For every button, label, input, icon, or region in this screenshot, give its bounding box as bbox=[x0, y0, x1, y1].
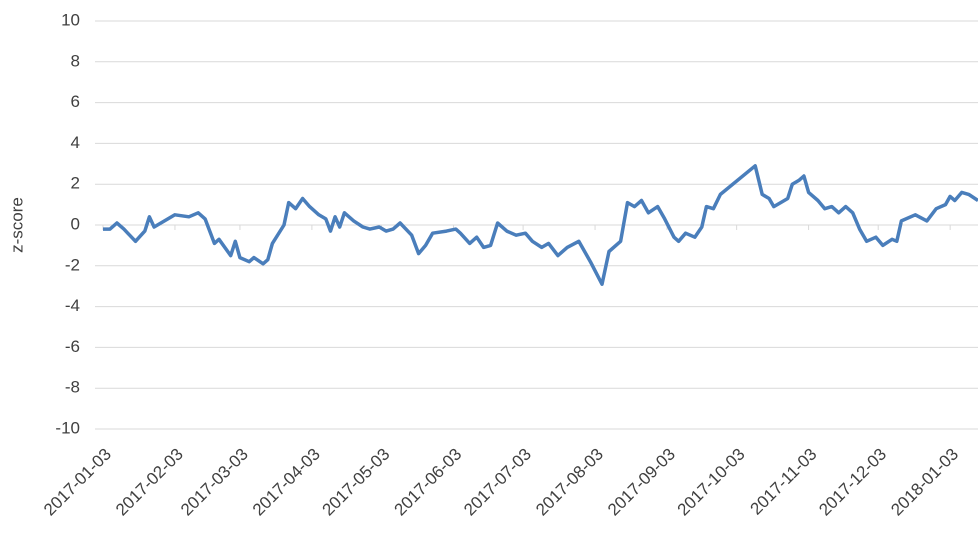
y-tick-label: -10 bbox=[55, 418, 80, 437]
x-tick-label: 2017-04-03 bbox=[249, 445, 324, 520]
x-tick-label: 2017-03-03 bbox=[177, 445, 252, 520]
x-tick-label: 2017-12-03 bbox=[815, 445, 890, 520]
y-tick-label: -8 bbox=[65, 378, 80, 397]
y-tick-label: 0 bbox=[71, 214, 80, 233]
y-tick-label: 8 bbox=[71, 51, 80, 70]
y-axis-label: z-score bbox=[7, 197, 26, 253]
x-tick-label: 2017-07-03 bbox=[460, 445, 535, 520]
y-tick-label: 2 bbox=[71, 174, 80, 193]
x-tick-label: 2017-06-03 bbox=[391, 445, 466, 520]
x-tick-label: 2017-11-03 bbox=[747, 445, 821, 519]
x-tick-label: 2017-01-03 bbox=[40, 445, 115, 520]
x-tick-label: 2017-02-03 bbox=[112, 445, 187, 520]
x-tick-label: 2018-01-03 bbox=[887, 445, 962, 520]
x-tick-label: 2017-05-03 bbox=[319, 445, 394, 520]
data-line bbox=[103, 164, 978, 286]
y-tick-label: 6 bbox=[71, 92, 80, 111]
y-tick-label: 4 bbox=[71, 133, 80, 152]
y-tick-label: -4 bbox=[65, 296, 80, 315]
x-tick-label: 2017-09-03 bbox=[604, 445, 679, 520]
y-tick-label: 10 bbox=[61, 10, 80, 29]
x-tick-label: 2017-08-03 bbox=[532, 445, 607, 520]
y-tick-label: -2 bbox=[65, 255, 80, 274]
x-tick-label: 2017-10-03 bbox=[674, 445, 749, 520]
y-tick-label: -6 bbox=[65, 337, 80, 356]
